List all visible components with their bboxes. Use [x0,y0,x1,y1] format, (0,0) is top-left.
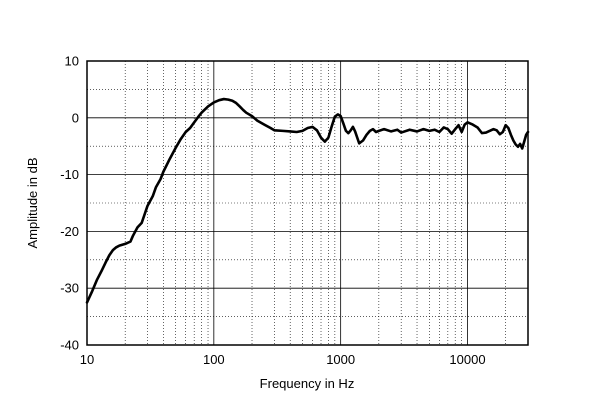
major-gridlines [87,61,528,345]
y-tick-label: 10 [65,54,79,69]
x-tick-label: 100 [203,352,225,367]
series-layer [85,97,530,304]
y-tick-label: -30 [60,281,79,296]
x-axis-label: Frequency in Hz [260,376,355,391]
x-tick-label: 10000 [449,352,485,367]
minor-gridlines [87,61,528,345]
y-tick-label: -20 [60,224,79,239]
y-tick-label: -10 [60,167,79,182]
y-axis-label: Amplitude in dB [25,157,40,248]
plot-background [87,61,528,345]
y-tick-label: -40 [60,338,79,353]
series-line [85,97,530,304]
x-tick-label: 1000 [326,352,355,367]
y-tick-labels: 10 0 -10 -20 -30 -40 [60,54,79,353]
x-tick-labels: 10 100 1000 10000 [80,352,486,367]
x-tick-label: 10 [80,352,94,367]
y-tick-label: 0 [72,110,79,125]
plot-frame [86,60,529,346]
